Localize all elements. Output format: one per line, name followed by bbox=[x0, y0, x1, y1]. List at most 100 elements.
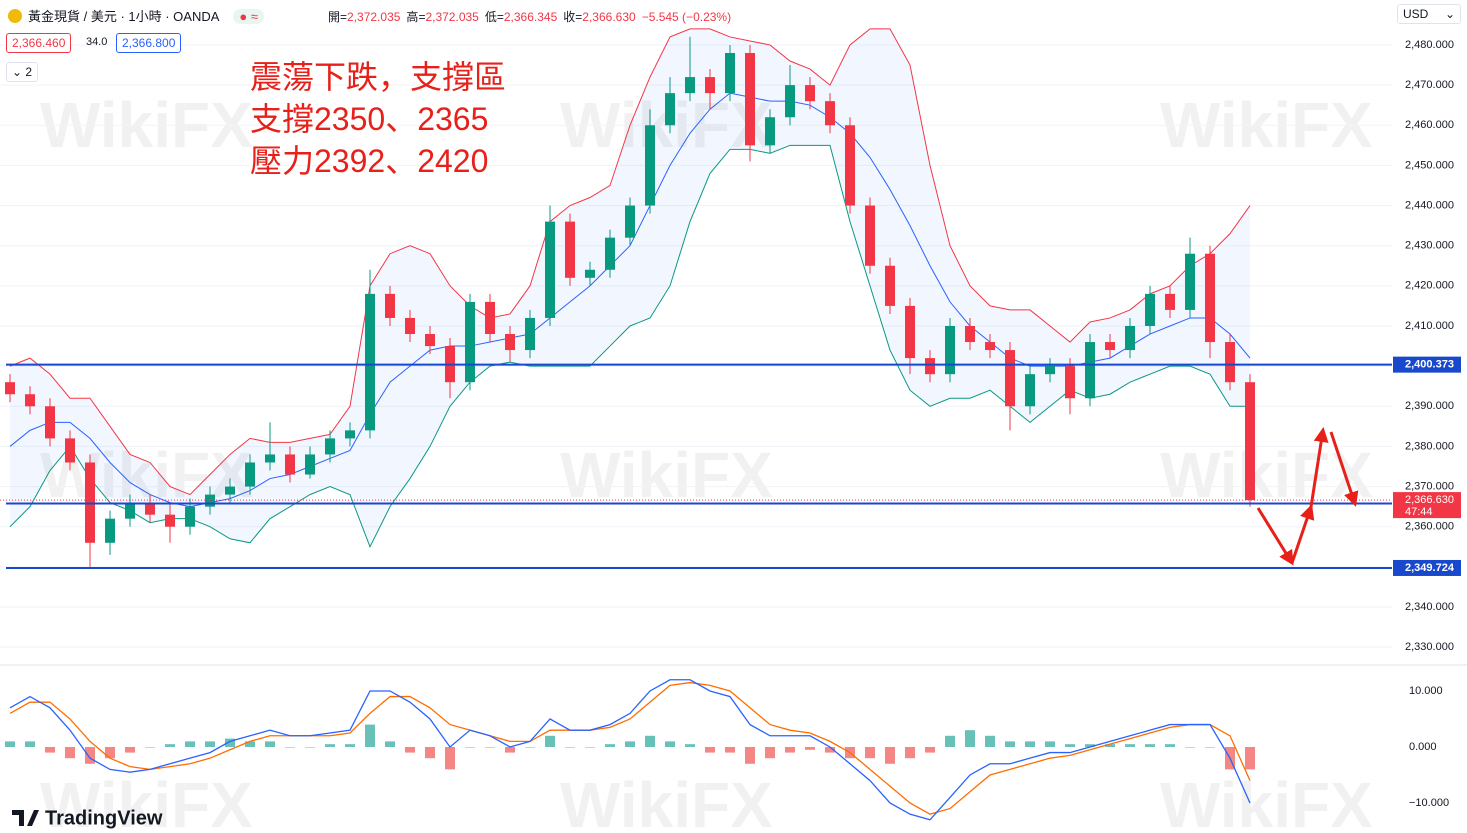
candle-body bbox=[385, 293, 395, 318]
indicators-count: 2 bbox=[25, 65, 33, 79]
histogram-bar bbox=[1045, 741, 1055, 747]
signal-line bbox=[9, 681, 1251, 815]
watermark: WikiFX bbox=[40, 439, 253, 511]
annotation: 支撐2350、2365 bbox=[250, 101, 489, 137]
bid[interactable]: 2,366.460 bbox=[6, 33, 72, 53]
candle-body bbox=[685, 77, 695, 94]
histogram-bar bbox=[1025, 741, 1035, 747]
last-price-bg bbox=[1393, 492, 1461, 519]
symbol-title: 黃金現貨 / 美元 · 1小時 · OANDA ● ≈ bbox=[8, 6, 265, 25]
candle-body bbox=[125, 502, 135, 519]
histogram-bar bbox=[1205, 746, 1215, 748]
candle-body bbox=[645, 125, 655, 206]
histogram-bar bbox=[65, 746, 75, 759]
level-label-bg bbox=[1393, 356, 1461, 373]
symbol-icon bbox=[8, 9, 22, 23]
y-tick-label: 2,450.000 bbox=[1405, 159, 1454, 171]
candle-body bbox=[845, 125, 855, 206]
macd-line bbox=[9, 679, 1251, 821]
y-tick-label: 2,410.000 bbox=[1405, 320, 1454, 332]
histogram-bar bbox=[145, 746, 155, 748]
indicators-toggle[interactable]: ⌄ 2 bbox=[6, 62, 39, 82]
histogram-bar bbox=[785, 746, 795, 753]
level-label: 2,349.724 bbox=[1405, 562, 1455, 574]
histogram-bar bbox=[805, 746, 815, 750]
histogram-bar bbox=[745, 746, 755, 764]
histogram-bar bbox=[345, 744, 355, 747]
histogram-bar bbox=[485, 746, 495, 748]
histogram-bar bbox=[505, 746, 515, 753]
histogram-bar bbox=[605, 744, 615, 747]
histogram-bar bbox=[465, 746, 475, 748]
watermark: WikiFX bbox=[1160, 769, 1373, 833]
candle-body bbox=[1025, 374, 1035, 407]
histogram-bar bbox=[105, 746, 115, 759]
histogram-bar bbox=[965, 730, 975, 747]
currency-select[interactable]: USD ⌄ bbox=[1397, 4, 1461, 24]
histogram-bar bbox=[45, 746, 55, 753]
watermark: WikiFX bbox=[560, 439, 773, 511]
candle-body bbox=[625, 205, 635, 238]
histogram-bar bbox=[365, 724, 375, 747]
forecast-arrow bbox=[1309, 427, 1329, 508]
ohlc-item: 收=2,366.630 bbox=[563, 10, 635, 24]
histogram-bar bbox=[1125, 744, 1135, 747]
ohlc-value: 2,372.035 bbox=[425, 10, 479, 24]
histogram-bar bbox=[285, 746, 295, 748]
histogram-bar bbox=[585, 746, 595, 748]
candle-body bbox=[45, 406, 55, 439]
candle-body bbox=[565, 221, 575, 278]
symbol: 黃金現貨 / 美元 · 1小時 · OANDA bbox=[28, 9, 220, 24]
candle-body bbox=[825, 101, 835, 126]
histogram-bar bbox=[705, 746, 715, 753]
histogram-bar bbox=[245, 741, 255, 747]
ask[interactable]: 2,366.800 bbox=[116, 33, 182, 53]
macd-pane: 10.000 0.000 −10.000 bbox=[5, 679, 1449, 821]
last-price-label: 2,366.630 bbox=[1405, 494, 1454, 506]
brand: TradingView bbox=[45, 807, 163, 829]
ohlc-label: 高 bbox=[406, 10, 419, 24]
candle-body bbox=[1225, 342, 1235, 383]
histogram-bar bbox=[425, 746, 435, 759]
candle-body bbox=[1145, 293, 1155, 326]
currency: USD bbox=[1403, 7, 1429, 21]
histogram-bar bbox=[185, 741, 195, 747]
candle-body bbox=[545, 221, 555, 318]
annotation: 震蕩下跌，支撐區 bbox=[250, 59, 507, 95]
candle-body bbox=[1105, 342, 1115, 351]
ohlc-eq: = bbox=[340, 10, 348, 24]
ohlc-label: 開 bbox=[328, 10, 341, 24]
y-tick-label: 10.000 bbox=[1409, 685, 1443, 697]
candle-body bbox=[805, 85, 815, 102]
level-label-bg bbox=[1393, 559, 1461, 576]
candle-body bbox=[1205, 253, 1215, 343]
ohlc-item: 低=2,366.345 bbox=[485, 10, 557, 24]
candle-body bbox=[885, 265, 895, 306]
candle-body bbox=[185, 506, 195, 527]
watermark: WikiFX bbox=[560, 769, 773, 833]
price-pane: 2,330.0002,340.0002,350.0002,360.0002,37… bbox=[0, 28, 1461, 653]
candle-body bbox=[305, 454, 315, 475]
ohlc-label: 低 bbox=[484, 10, 497, 24]
y-tick-label: 0.000 bbox=[1409, 741, 1437, 753]
histogram-bar bbox=[445, 746, 455, 770]
y-tick-label: 2,470.000 bbox=[1405, 79, 1454, 91]
candle-body bbox=[605, 237, 615, 270]
histogram-bar bbox=[525, 746, 535, 748]
y-tick-label: 2,420.000 bbox=[1405, 280, 1454, 292]
y-tick-label: 2,360.000 bbox=[1405, 521, 1454, 533]
histogram-bar bbox=[565, 746, 575, 748]
histogram-bar bbox=[1245, 746, 1255, 770]
histogram-bar bbox=[25, 741, 35, 747]
candle-body bbox=[945, 325, 955, 375]
histogram-bar bbox=[85, 746, 95, 764]
candle-body bbox=[785, 85, 795, 118]
tradingview-logo: TradingView bbox=[12, 807, 163, 829]
ohlc-item: 開=2,372.035 bbox=[328, 10, 400, 24]
histogram-bar bbox=[925, 746, 935, 753]
candle-body bbox=[525, 317, 535, 351]
forecast-arrow bbox=[1256, 507, 1294, 566]
candle-body bbox=[365, 293, 375, 431]
histogram-bar bbox=[625, 741, 635, 747]
